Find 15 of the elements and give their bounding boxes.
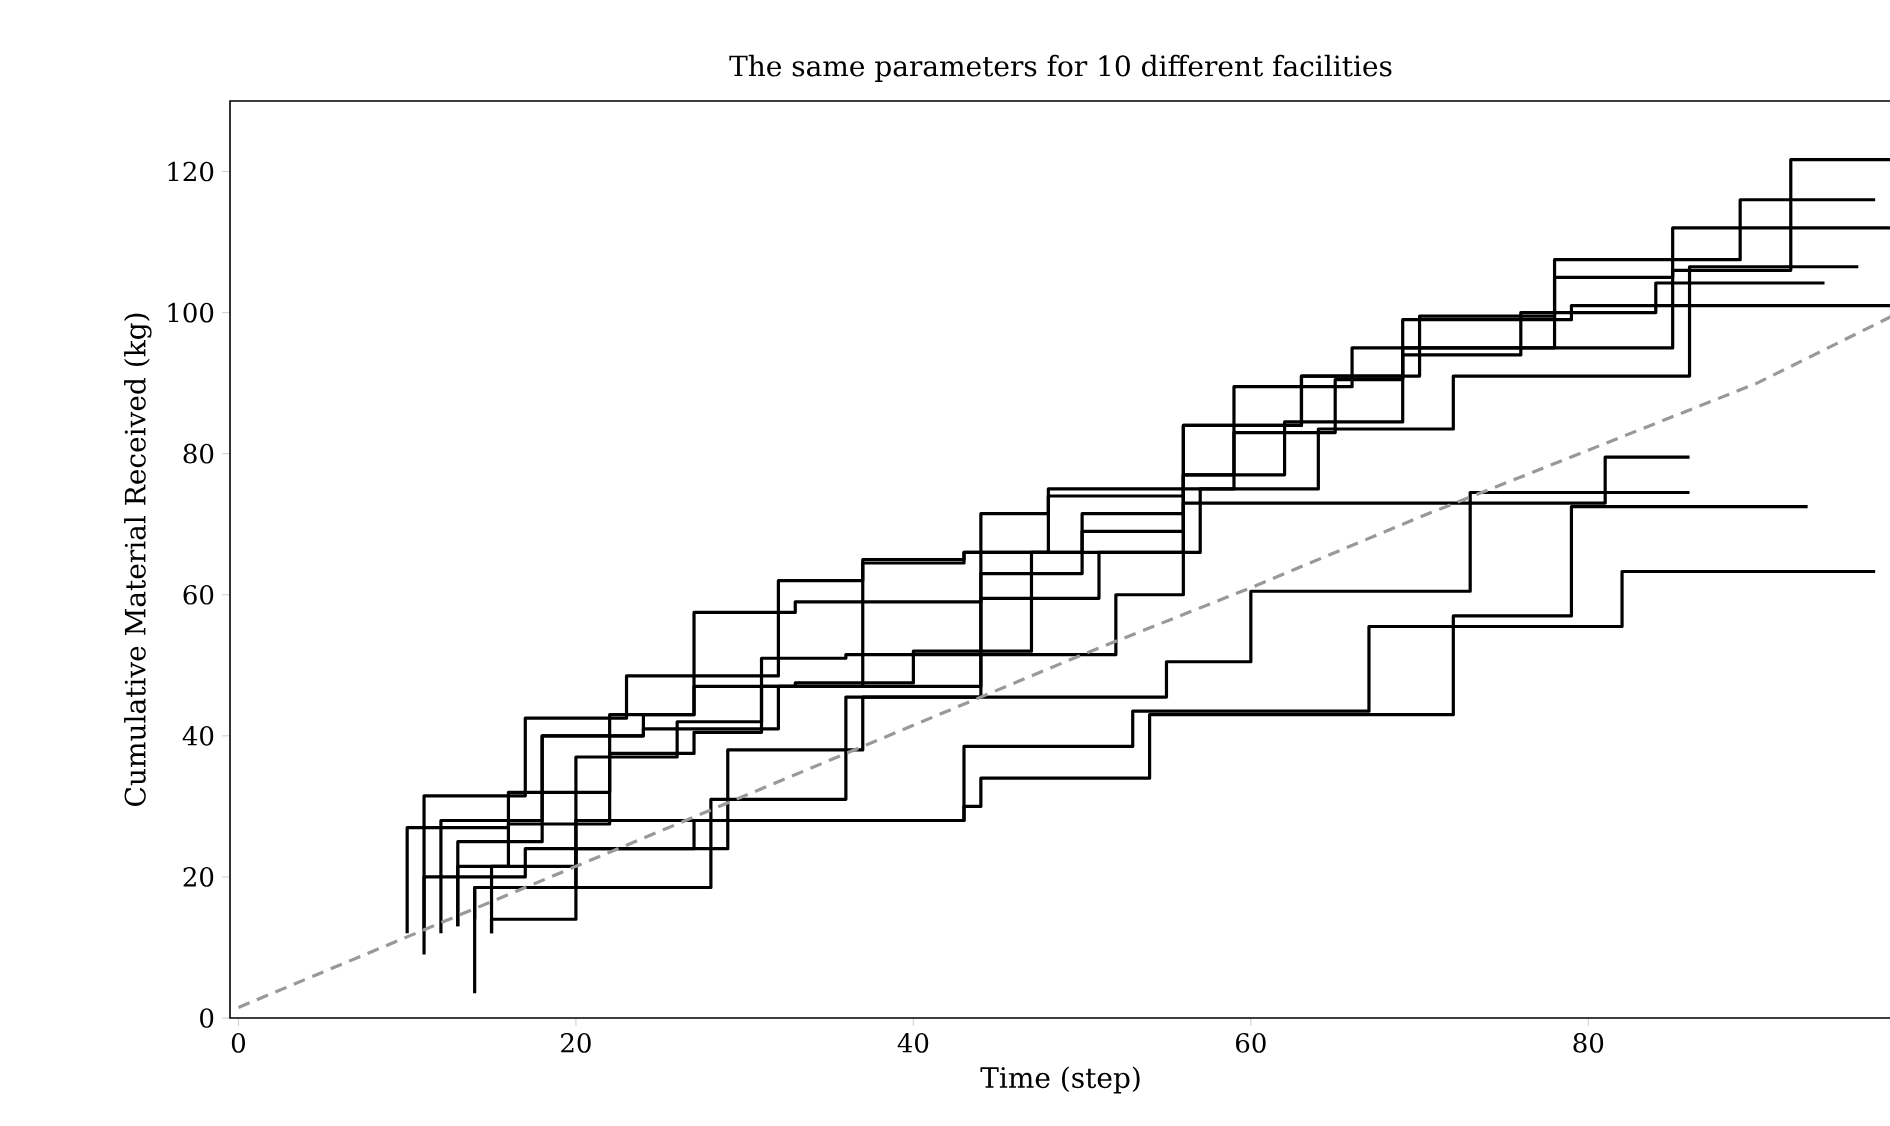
y-tick-label: 0	[200, 1008, 214, 1028]
y-tick-label: 60	[183, 584, 214, 605]
y-tick-label: 20	[183, 867, 214, 887]
x-axis-title: Time (step)	[980, 1066, 1140, 1094]
y-tick-label: 120	[168, 161, 214, 182]
y-axis-title: Cumulative Material Received (kg)	[124, 313, 152, 806]
y-tick-label: 100	[168, 302, 214, 323]
x-tick-label: 80	[1573, 1033, 1604, 1053]
y-tick-label: 80	[183, 443, 214, 464]
x-tick-label: 60	[1236, 1033, 1266, 1053]
x-tick-label: 20	[561, 1033, 591, 1053]
chart-title: The same parameters for 10 different facilities	[729, 54, 1392, 82]
x-tick-label: 0	[231, 1033, 245, 1053]
x-tick-label: 40	[897, 1033, 929, 1053]
y-tick-label: 40	[182, 726, 214, 746]
